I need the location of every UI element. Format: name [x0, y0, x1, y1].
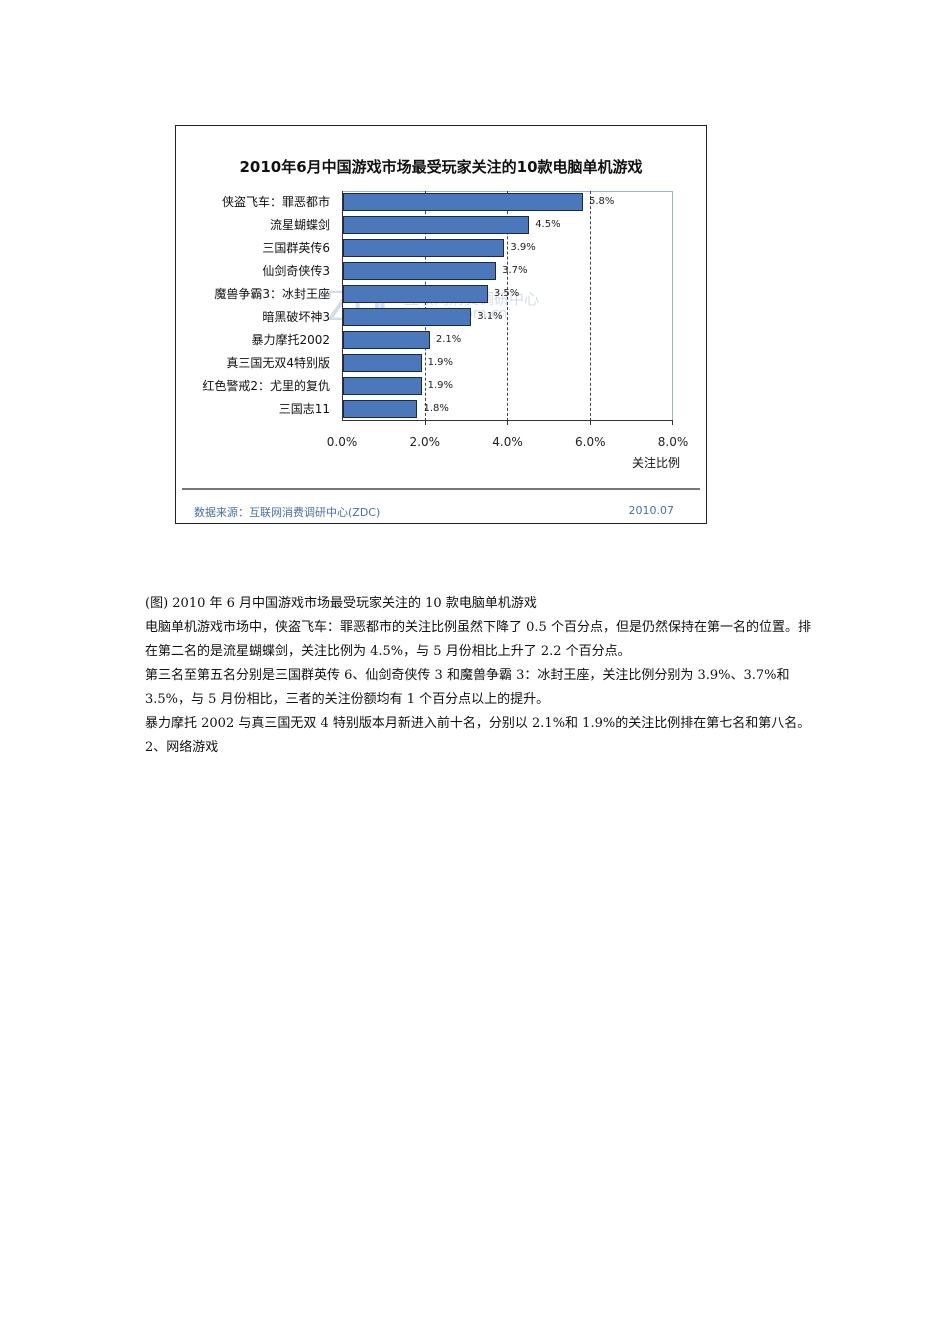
bar-value-label: 3.1%	[477, 311, 503, 322]
category-label: 三国群英传6	[262, 241, 330, 255]
bar	[343, 354, 422, 372]
footer-divider	[182, 488, 700, 490]
category-label: 真三国无双4特别版	[226, 356, 330, 370]
bar	[343, 331, 430, 349]
plot-area: 5.8% 4.5% 3.9% 3.7% 3.5% 3.1% 2.1% 1.9% 1.9% 1.8%	[342, 191, 673, 425]
paragraph: 电脑单机游戏市场中，侠盗飞车：罪恶都市的关注比例虽然下降了 0.5 个百分点，但…	[145, 620, 811, 659]
bar	[343, 308, 472, 326]
plot-border-right	[672, 191, 673, 421]
bar-value-label: 3.5%	[493, 288, 520, 299]
x-tick-label: 0.0%	[326, 435, 358, 449]
chart-frame: 2010年6月中国游戏市场最受玩家关注的10款电脑单机游戏 ZDC 互联网消费调…	[175, 125, 707, 524]
bar	[343, 377, 422, 395]
bar-value-label: 4.5%	[535, 219, 561, 230]
bar-value-label: 1.9%	[427, 357, 454, 368]
gridline-2	[425, 191, 426, 421]
category-label: 仙剑奇侠传3	[262, 264, 330, 278]
paragraph: 暴力摩托 2002 与真三国无双 4 特别版本月新进入前十名，分别以 2.1%和…	[145, 716, 811, 731]
bar-value-label: 3.7%	[502, 265, 528, 276]
bar	[343, 193, 583, 211]
x-tick	[425, 420, 426, 425]
bar	[343, 216, 530, 234]
section-heading: 2、网络游戏	[145, 740, 219, 755]
gridline-6	[590, 191, 591, 421]
bar-value-label: 1.8%	[423, 403, 449, 414]
x-axis-title: 关注比例	[632, 456, 681, 470]
bar-value-label: 1.9%	[427, 380, 454, 391]
bar	[343, 285, 488, 303]
y-axis-line	[342, 191, 343, 421]
category-label: 魔兽争霸3：冰封王座	[214, 287, 330, 301]
bar	[343, 400, 418, 418]
category-label: 红色警戒2：尤里的复仇	[202, 379, 330, 393]
source-note: 数据来源：互联网消费调研中心(ZDC)	[194, 506, 381, 519]
article-body: (图) 2010 年 6 月中国游戏市场最受玩家关注的 10 款电脑单机游戏 电…	[145, 592, 815, 760]
category-label: 侠盗飞车：罪恶都市	[221, 195, 330, 209]
date-note: 2010.07	[628, 504, 675, 517]
chart-title: 2010年6月中国游戏市场最受玩家关注的10款电脑单机游戏	[239, 158, 643, 176]
category-label: 暴力摩托2002	[251, 333, 330, 347]
figure-caption: (图) 2010 年 6 月中国游戏市场最受玩家关注的 10 款电脑单机游戏	[145, 596, 537, 611]
x-tick	[507, 420, 508, 425]
category-label: 流星蝴蝶剑	[269, 218, 330, 232]
bar	[343, 239, 505, 257]
x-tick	[590, 420, 591, 425]
bar-value-label: 2.1%	[435, 334, 462, 345]
x-tick-label: 4.0%	[492, 435, 523, 449]
x-tick-label: 2.0%	[409, 435, 441, 449]
x-tick	[672, 420, 673, 425]
paragraph: 第三名至第五名分别是三国群英传 6、仙剑奇侠传 3 和魔兽争霸 3：冰封王座，关…	[145, 668, 790, 707]
bar	[343, 262, 497, 280]
category-label: 暗黑破坏神3	[262, 310, 330, 324]
gridline-4	[507, 191, 508, 421]
bar-value-label: 5.8%	[588, 196, 615, 207]
x-tick-label: 6.0%	[575, 435, 606, 449]
category-label: 三国志11	[278, 402, 330, 416]
x-tick-label: 8.0%	[657, 435, 689, 449]
bar-value-label: 3.9%	[510, 242, 536, 253]
